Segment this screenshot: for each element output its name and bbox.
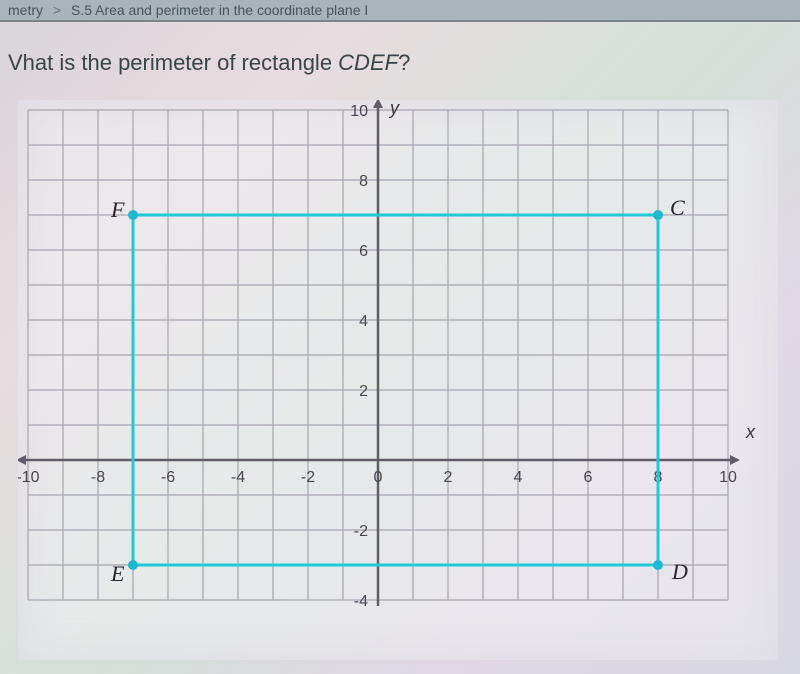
vertex-c [653,210,663,220]
breadcrumb-subject[interactable]: metry [8,2,43,18]
question-suffix: ? [398,50,410,75]
vertex-f [128,210,138,220]
x-tick-label: -4 [231,469,245,486]
y-axis-label: y [388,100,400,118]
vertex-label-d: D [671,559,688,584]
coordinate-plane-chart: -10-8-6-4-20246810246810-2-4xyCDEF [18,100,778,660]
y-tick-label: 2 [359,383,368,400]
y-tick-label: 4 [359,313,368,330]
axis-arrow-icon [18,455,26,465]
chart-svg: -10-8-6-4-20246810246810-2-4xyCDEF [18,100,758,620]
vertex-label-e: E [110,561,125,586]
x-tick-label: 0 [374,469,383,486]
vertex-label-c: C [670,195,685,220]
question-prefix: Vhat is the perimeter of rectangle [8,50,338,75]
y-tick-label: -2 [354,523,368,540]
y-tick-label: 6 [359,243,368,260]
x-tick-label: 2 [444,469,453,486]
y-tick-label: -4 [354,593,368,610]
y-tick-label: 10 [350,103,368,120]
axis-arrow-icon [373,100,383,108]
x-tick-label: 10 [719,469,737,486]
vertex-e [128,560,138,570]
question-text: Vhat is the perimeter of rectangle CDEF? [0,50,800,76]
breadcrumb-lesson[interactable]: S.5 Area and perimeter in the coordinate… [71,2,368,18]
axis-arrow-icon [730,455,740,465]
shape-name: CDEF [338,50,398,75]
x-tick-label: -10 [18,469,40,486]
chevron-icon: > [53,2,61,18]
x-axis-label: x [745,422,756,442]
vertex-label-f: F [110,197,125,222]
x-tick-label: 6 [584,469,593,486]
x-tick-label: -8 [91,469,105,486]
vertex-d [653,560,663,570]
breadcrumb: metry > S.5 Area and perimeter in the co… [0,0,800,22]
x-tick-label: 4 [514,469,523,486]
y-tick-label: 8 [359,173,368,190]
x-tick-label: -2 [301,469,315,486]
x-tick-label: -6 [161,469,175,486]
